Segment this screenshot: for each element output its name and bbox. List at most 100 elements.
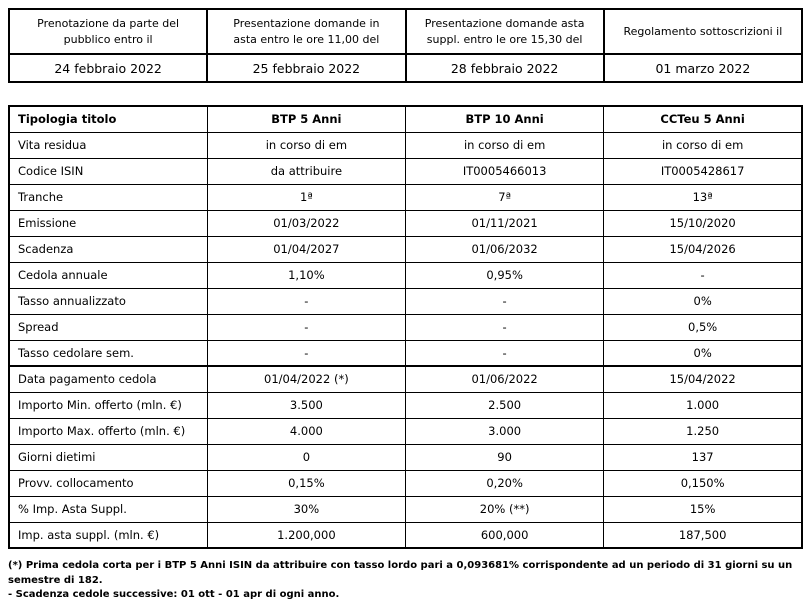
row-value: in corso di em [603, 131, 803, 159]
row-label: Tranche [8, 183, 208, 211]
row-value: 01/04/2027 [206, 235, 407, 263]
deadlines-table: Prenotazione da parte del pubblico entro… [7, 8, 804, 83]
row-label: Tasso cedolare sem. [8, 339, 208, 367]
row-value: 90 [404, 443, 605, 471]
row-value: - [404, 339, 605, 367]
table-row-cedola-annuale: Cedola annuale 1,10% 0,95% - [8, 261, 803, 289]
row-label: Giorni dietimi [8, 443, 208, 471]
table-row-spread: Spread - - 0,5% [8, 313, 803, 341]
row-value: 0,5% [603, 313, 803, 341]
table-row-tasso-cedolare-sem: Tasso cedolare sem. - - 0% [8, 339, 803, 367]
row-label: Imp. asta suppl. (mln. €) [8, 521, 208, 549]
bond-details-table: Tipologia titolo BTP 5 Anni BTP 10 Anni … [8, 105, 803, 549]
deadline-header-regolamento: Regolamento sottoscrizioni il [602, 8, 804, 55]
footnotes: (*) Prima cedola corta per i BTP 5 Anni … [8, 559, 803, 603]
row-value: 600,000 [404, 521, 605, 549]
row-label: Codice ISIN [8, 157, 208, 185]
row-value: 1,10% [206, 261, 407, 289]
row-value: 0,95% [404, 261, 605, 289]
row-value: 01/06/2032 [404, 235, 605, 263]
row-value: 01/03/2022 [206, 209, 407, 237]
row-value: 2.500 [404, 391, 605, 419]
row-value: 7ª [404, 183, 605, 211]
table-row-importo-max: Importo Max. offerto (mln. €) 4.000 3.00… [8, 417, 803, 445]
table-row-scadenza: Scadenza 01/04/2027 01/06/2032 15/04/202… [8, 235, 803, 263]
deadline-date-prenotazione: 24 febbraio 2022 [7, 53, 209, 83]
table-row-data-pagamento-cedola: Data pagamento cedola 01/04/2022 (*) 01/… [8, 365, 803, 393]
row-value: - [206, 313, 407, 341]
table-row-importo-min: Importo Min. offerto (mln. €) 3.500 2.50… [8, 391, 803, 419]
row-value: 1.250 [603, 417, 803, 445]
table-row-perc-imp-asta-suppl: % Imp. Asta Suppl. 30% 20% (**) 15% [8, 495, 803, 523]
row-value: 0,150% [603, 469, 803, 497]
deadline-header-asta-suppl: Presentazione domande asta suppl. entro … [404, 8, 605, 55]
row-value: IT0005428617 [603, 157, 803, 185]
row-value: 0% [603, 287, 803, 315]
row-label: Importo Min. offerto (mln. €) [8, 391, 208, 419]
row-label: Importo Max. offerto (mln. €) [8, 417, 208, 445]
row-value: 15% [603, 495, 803, 523]
row-value: 15/04/2026 [603, 235, 803, 263]
deadline-header-prenotazione: Prenotazione da parte del pubblico entro… [7, 8, 209, 55]
row-value: 4.000 [206, 417, 407, 445]
row-value: - [603, 261, 803, 289]
table-row-imp-asta-suppl: Imp. asta suppl. (mln. €) 1.200,000 600,… [8, 521, 803, 549]
deadline-date-asta-suppl: 28 febbraio 2022 [404, 53, 605, 83]
table-row-tranche: Tranche 1ª 7ª 13ª [8, 183, 803, 211]
row-value: - [206, 339, 407, 367]
table-row-vita-residua: Vita residua in corso di em in corso di … [8, 131, 803, 159]
row-value: 0 [206, 443, 407, 471]
row-value: - [404, 313, 605, 341]
row-label: Vita residua [8, 131, 208, 159]
deadlines-header-row: Prenotazione da parte del pubblico entro… [7, 8, 804, 55]
row-value: 3.500 [206, 391, 407, 419]
row-value: in corso di em [206, 131, 407, 159]
row-value: 13ª [603, 183, 803, 211]
table-row-tasso-annualizzato: Tasso annualizzato - - 0% [8, 287, 803, 315]
row-label: Data pagamento cedola [8, 365, 208, 393]
deadline-date-regolamento: 01 marzo 2022 [602, 53, 804, 83]
bond-table-header-row: Tipologia titolo BTP 5 Anni BTP 10 Anni … [8, 105, 803, 133]
row-value: 01/04/2022 (*) [206, 365, 407, 393]
row-value: 1ª [206, 183, 407, 211]
row-value: 15/10/2020 [603, 209, 803, 237]
row-value: IT0005466013 [404, 157, 605, 185]
row-value: - [404, 287, 605, 315]
row-label: Scadenza [8, 235, 208, 263]
row-value: 187,500 [603, 521, 803, 549]
table-row-emissione: Emissione 01/03/2022 01/11/2021 15/10/20… [8, 209, 803, 237]
row-value: 01/11/2021 [404, 209, 605, 237]
row-label: Provv. collocamento [8, 469, 208, 497]
row-value: 1.000 [603, 391, 803, 419]
table-row-giorni-dietimi: Giorni dietimi 0 90 137 [8, 443, 803, 471]
row-value: 30% [206, 495, 407, 523]
row-value: - [206, 287, 407, 315]
row-label: Spread [8, 313, 208, 341]
row-value: in corso di em [404, 131, 605, 159]
table-row-provv-collocamento: Provv. collocamento 0,15% 0,20% 0,150% [8, 469, 803, 497]
deadlines-dates-row: 24 febbraio 2022 25 febbraio 2022 28 feb… [7, 53, 804, 83]
row-value: 15/04/2022 [603, 365, 803, 393]
row-value: da attribuire [206, 157, 407, 185]
row-value: 0,15% [206, 469, 407, 497]
row-label: Cedola annuale [8, 261, 208, 289]
row-value: 01/06/2022 [404, 365, 605, 393]
deadline-date-asta: 25 febbraio 2022 [206, 53, 407, 83]
row-value: 1.200,000 [206, 521, 407, 549]
column-header-ccteu5: CCTeu 5 Anni [603, 105, 803, 133]
row-label: % Imp. Asta Suppl. [8, 495, 208, 523]
row-label: Tasso annualizzato [8, 287, 208, 315]
column-header-btp10: BTP 10 Anni [404, 105, 605, 133]
table-row-codice-isin: Codice ISIN da attribuire IT0005466013 I… [8, 157, 803, 185]
column-header-tipologia: Tipologia titolo [8, 105, 208, 133]
deadline-header-asta: Presentazione domande in asta entro le o… [206, 8, 407, 55]
row-value: 20% (**) [404, 495, 605, 523]
footnote-prima-cedola: (*) Prima cedola corta per i BTP 5 Anni … [8, 560, 793, 586]
column-header-btp5: BTP 5 Anni [206, 105, 407, 133]
footnote-scadenza-cedole: - Scadenza cedole successive: 01 ott - 0… [8, 589, 340, 600]
row-value: 0% [603, 339, 803, 367]
row-value: 3.000 [404, 417, 605, 445]
row-value: 137 [603, 443, 803, 471]
row-label: Emissione [8, 209, 208, 237]
